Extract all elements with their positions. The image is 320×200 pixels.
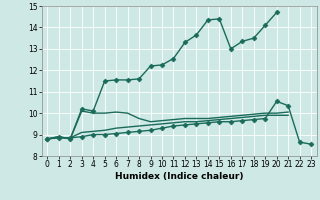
X-axis label: Humidex (Indice chaleur): Humidex (Indice chaleur) [115, 172, 244, 181]
